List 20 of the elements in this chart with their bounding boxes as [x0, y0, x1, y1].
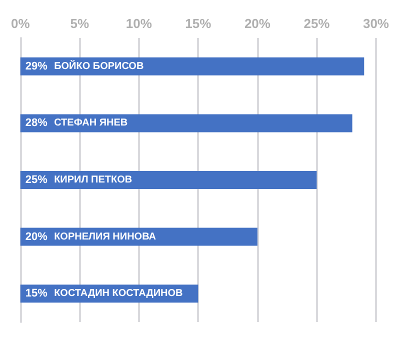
- x-tick-label: 25%: [304, 16, 330, 31]
- x-tick-label: 20%: [244, 16, 271, 31]
- x-tick-label: 5%: [70, 16, 90, 31]
- y-tick-label: КОРНЕЛИЯ НИНОВА: [54, 231, 156, 242]
- data-label: 20%: [25, 230, 48, 243]
- y-tick-label: БОЙКО БОРИСОВ: [54, 58, 144, 72]
- data-label: 25%: [25, 174, 48, 186]
- bar: [20, 171, 317, 189]
- bar: [20, 57, 364, 76]
- x-tick-label: 30%: [362, 16, 390, 31]
- data-label: 29%: [25, 60, 48, 72]
- y-tick-label: СТЕФАН ЯНЕВ: [54, 118, 128, 129]
- x-tick-label: 0%: [10, 16, 30, 31]
- data-label: 28%: [25, 117, 48, 130]
- bar: [20, 114, 352, 132]
- y-tick-label: КИРИЛ ПЕТКОВ: [54, 174, 132, 186]
- x-tick-label: 10%: [126, 16, 152, 31]
- data-label: 15%: [25, 288, 48, 300]
- x-tick-label: 15%: [185, 16, 212, 31]
- y-tick-label: КОСТАДИН КОСТАДИНОВ: [54, 288, 183, 300]
